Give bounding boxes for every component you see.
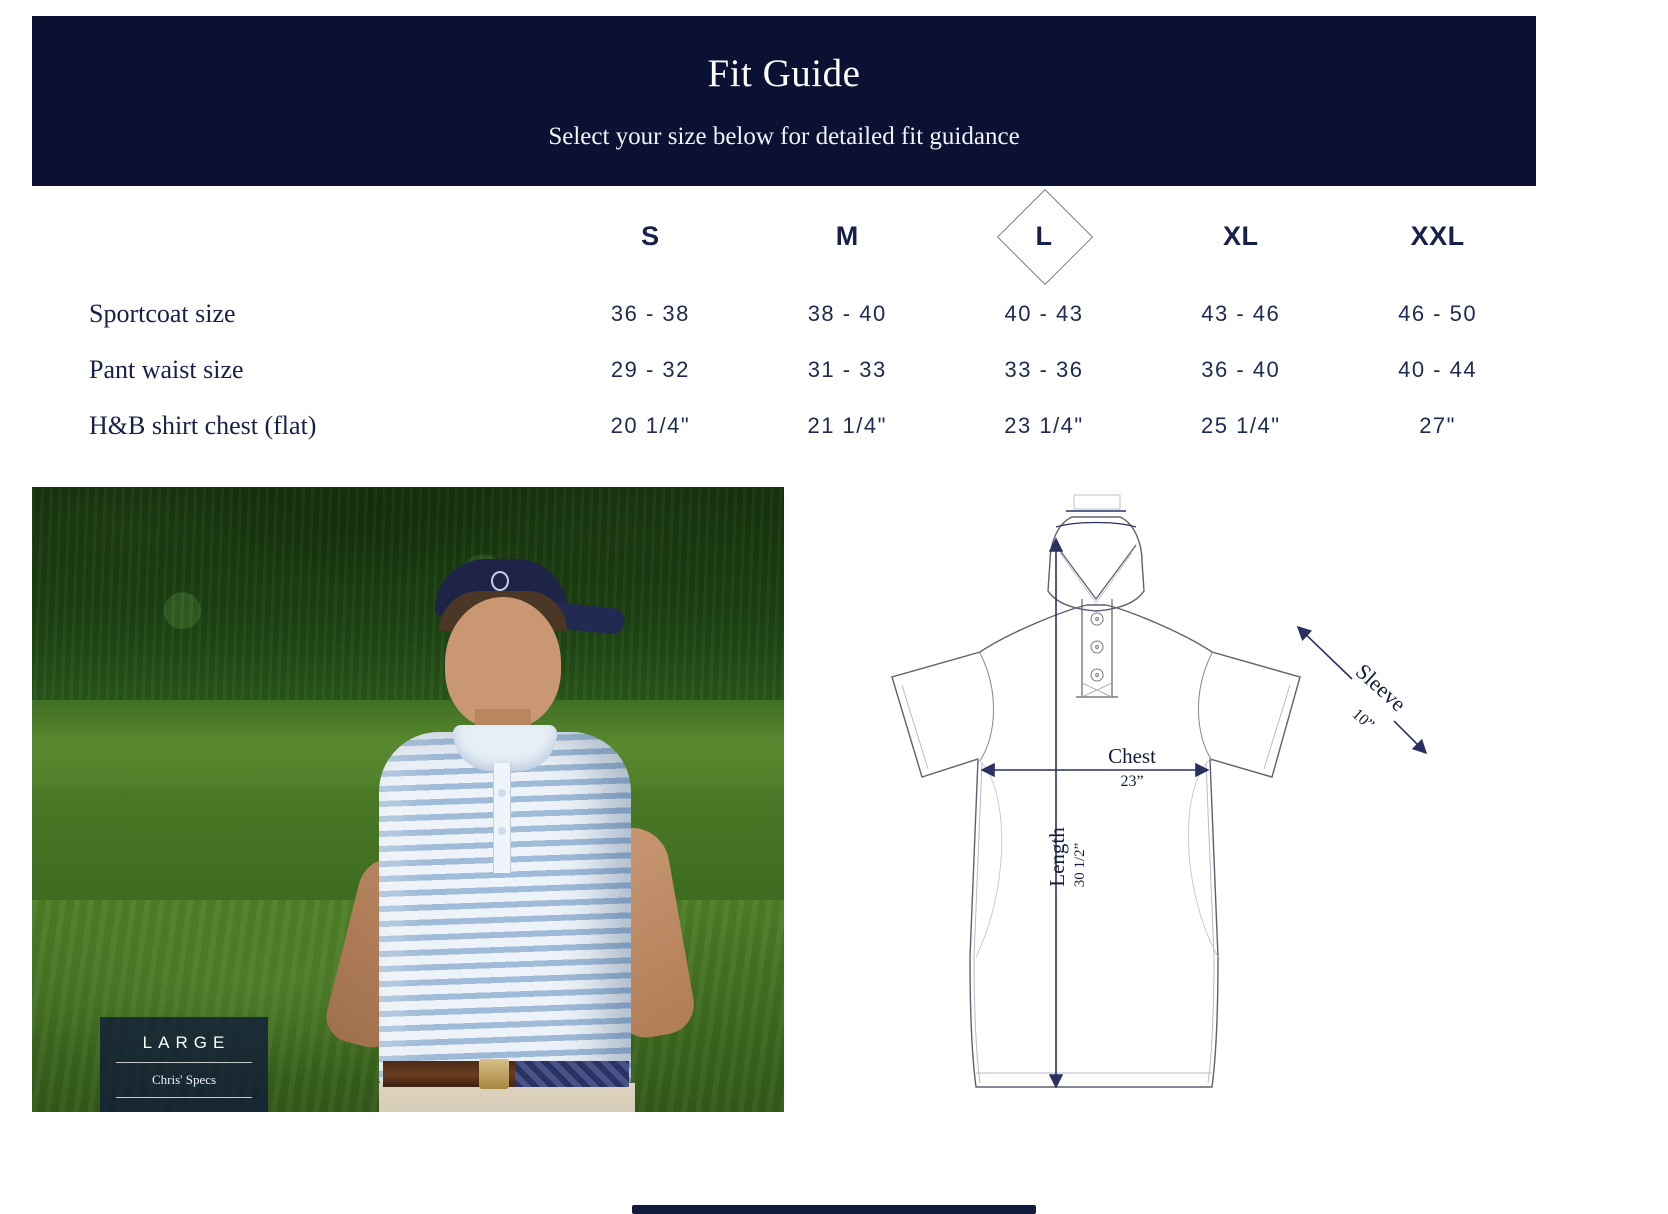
size-option-xxl[interactable]: XXL <box>1379 189 1497 283</box>
sleeve-value: 10” <box>1349 706 1378 734</box>
size-label-s: S <box>641 220 660 251</box>
cell-pant-xl: 36 - 40 <box>1201 357 1281 382</box>
page-subtitle: Select your size below for detailed fit … <box>548 123 1020 150</box>
cell-chest-l: 23 1/4" <box>1004 413 1084 438</box>
model-head <box>445 597 561 729</box>
size-option-xl[interactable]: XL <box>1182 189 1300 283</box>
size-label-l: L <box>1035 220 1053 251</box>
bottom-progress-bar[interactable] <box>632 1205 1036 1214</box>
size-header-s[interactable]: S <box>552 189 749 283</box>
sleeve-dimension-line <box>1296 625 1428 755</box>
page-title: Fit Guide <box>707 52 861 95</box>
cell-sportcoat-xxl: 46 - 50 <box>1398 301 1478 326</box>
row-label-shirt-chest: H&B shirt chest (flat) <box>89 411 317 440</box>
cell-sportcoat-xl: 43 - 46 <box>1201 301 1281 326</box>
length-label: Length <box>1045 827 1069 887</box>
photo-model-figure <box>287 527 707 1112</box>
size-header-l[interactable]: L <box>946 189 1143 283</box>
cell-chest-m: 21 1/4" <box>807 413 887 438</box>
spec-card: LARGE Chris' Specs Weight: 190 lbs Heigh… <box>100 1017 268 1112</box>
cell-chest-s: 20 1/4" <box>610 413 691 438</box>
list-item: Weight: 190 lbs <box>114 1108 254 1112</box>
polo-outline-paths <box>891 494 1301 1088</box>
model-polo-button-bottom <box>498 827 506 835</box>
chest-label: Chest <box>1108 744 1156 768</box>
size-option-s[interactable]: S <box>591 189 709 283</box>
spec-card-subtitle: Chris' Specs <box>151 1072 217 1087</box>
size-option-m[interactable]: M <box>788 189 906 283</box>
cell-sportcoat-s: 36 - 38 <box>610 301 690 326</box>
spec-card-size: LARGE <box>142 1033 231 1052</box>
fit-guide-header: Fit Guide Select your size below for det… <box>32 16 1536 186</box>
cell-pant-s: 29 - 32 <box>610 357 690 382</box>
cell-chest-xl: 25 1/4" <box>1201 413 1281 438</box>
photo-treeline <box>32 487 784 712</box>
spec-card-divider-top <box>116 1062 252 1063</box>
size-header-m[interactable]: M <box>749 189 946 283</box>
size-header-xl[interactable]: XL <box>1142 189 1339 283</box>
size-header-xxl[interactable]: XXL <box>1339 189 1536 283</box>
model-belt-weave <box>515 1061 629 1087</box>
length-value: 30 1/2” <box>1072 843 1088 888</box>
table-row: H&B shirt chest (flat) 20 1/4" 21 1/4" 2… <box>32 398 1536 454</box>
spec-value-weight: 190 lbs <box>199 1108 254 1112</box>
polo-technical-drawing: Chest 23” Length 30 1/2” Sleeve 10” <box>860 487 1520 1112</box>
spec-card-list: Weight: 190 lbs Height: 6' 2” Waist: 34 … <box>114 1108 254 1112</box>
size-label-xl: XL <box>1223 220 1259 251</box>
row-label-sportcoat: Sportcoat size <box>89 299 236 328</box>
visor-logo-icon <box>491 571 509 591</box>
chest-value: 23” <box>1120 773 1143 790</box>
cell-pant-m: 31 - 33 <box>807 357 887 382</box>
table-row: Pant waist size 29 - 32 31 - 33 33 - 36 … <box>32 342 1536 398</box>
cell-chest-xxl: 27" <box>1419 413 1456 438</box>
size-label-xxl: XXL <box>1410 220 1465 251</box>
polo-buttons <box>1090 612 1104 682</box>
table-row: Sportcoat size 36 - 38 38 - 40 40 - 43 4… <box>32 286 1536 342</box>
cell-pant-l: 33 - 36 <box>1004 357 1084 382</box>
size-table: S M L XL XXL <box>32 186 1536 476</box>
spec-key-weight: Weight: <box>114 1108 174 1112</box>
cell-sportcoat-l: 40 - 43 <box>1004 301 1084 326</box>
size-option-l-selected[interactable]: L <box>985 189 1103 283</box>
model-belt-buckle <box>479 1059 509 1089</box>
cell-sportcoat-m: 38 - 40 <box>807 301 887 326</box>
size-label-m: M <box>835 220 859 251</box>
size-table-header-row: S M L XL XXL <box>32 186 1536 286</box>
model-polo-placket <box>493 763 511 873</box>
model-photo: LARGE Chris' Specs Weight: 190 lbs Heigh… <box>32 487 784 1112</box>
spec-card-divider-bottom <box>116 1097 252 1098</box>
model-polo-button-top <box>498 789 506 797</box>
row-label-pant-waist: Pant waist size <box>89 355 244 384</box>
cell-pant-xxl: 40 - 44 <box>1398 357 1478 382</box>
